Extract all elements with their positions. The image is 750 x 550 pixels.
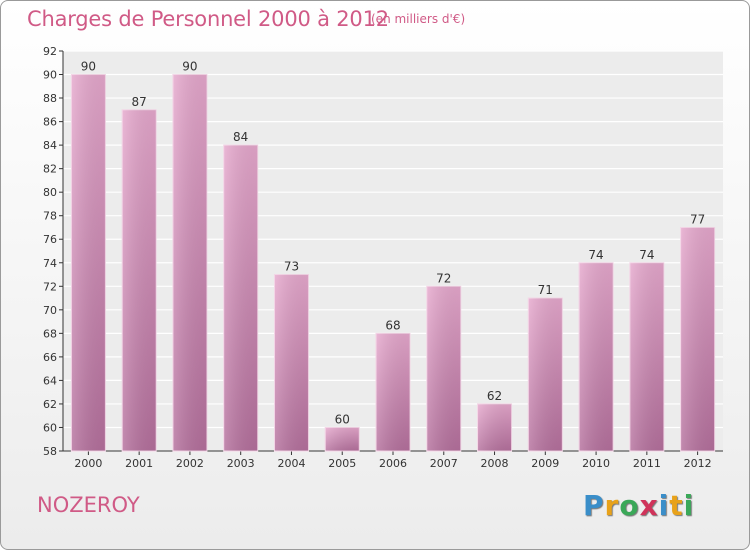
x-tick-label: 2005 xyxy=(328,457,356,470)
bar-shade xyxy=(528,298,563,451)
y-tick-label: 72 xyxy=(43,280,57,293)
bar-shade xyxy=(325,427,360,451)
y-tick-label: 82 xyxy=(43,163,57,176)
data-labels: 90 87 90 84 73 60 68 72 62 71 74 74 77 xyxy=(81,60,706,427)
x-tick-label: 2006 xyxy=(379,457,407,470)
data-label-2004: 73 xyxy=(284,260,299,274)
logo-letter: P xyxy=(583,489,605,522)
commune-name: NOZEROY xyxy=(37,493,140,517)
logo-letter: i xyxy=(658,489,670,522)
y-tick-label: 86 xyxy=(43,116,57,129)
x-tick-label: 2011 xyxy=(633,457,661,470)
bar-shade xyxy=(629,262,664,451)
y-tick-label: 90 xyxy=(43,69,57,82)
x-tick-label: 2003 xyxy=(227,457,255,470)
x-tick-label: 2000 xyxy=(74,457,102,470)
data-label-2005: 60 xyxy=(335,412,350,426)
bar-shade xyxy=(376,333,410,451)
y-tick-label: 84 xyxy=(43,139,57,152)
bar-shade xyxy=(274,274,309,451)
data-label-2012: 77 xyxy=(690,212,705,226)
y-tick-label: 70 xyxy=(43,304,57,317)
data-label-2001: 87 xyxy=(132,95,147,109)
x-tick-label: 2001 xyxy=(125,457,153,470)
bar-shade xyxy=(477,403,512,451)
x-tick-label: 2009 xyxy=(531,457,559,470)
y-tick-label: 64 xyxy=(43,374,57,387)
logo-letter: t xyxy=(669,489,684,522)
y-tick-label: 58 xyxy=(43,445,57,458)
x-tick-label: 2004 xyxy=(277,457,305,470)
y-tick-label: 68 xyxy=(43,327,57,340)
data-label-2007: 72 xyxy=(436,271,451,285)
y-tick-label: 76 xyxy=(43,233,57,246)
data-label-2003: 84 xyxy=(233,130,248,144)
logo-letter: x xyxy=(639,489,659,522)
chart-title: Charges de Personnel 2000 à 2012 xyxy=(27,7,389,31)
x-tick-label: 2007 xyxy=(430,457,458,470)
bars xyxy=(70,74,716,452)
y-tick-label: 92 xyxy=(43,45,57,58)
x-tick-label: 2002 xyxy=(176,457,204,470)
data-label-2010: 74 xyxy=(588,248,603,262)
proxiti-logo: Proxiti xyxy=(583,489,694,522)
bar-shade xyxy=(172,74,207,451)
y-tick-label: 74 xyxy=(43,257,57,270)
bar-shade xyxy=(223,145,258,451)
y-tick-label: 80 xyxy=(43,186,57,199)
y-tick-label: 78 xyxy=(43,210,57,223)
bar-shade xyxy=(122,109,157,451)
bar-shade xyxy=(579,262,614,451)
data-label-2002: 90 xyxy=(182,60,197,74)
bar-shade xyxy=(71,74,106,451)
x-tick-label: 2010 xyxy=(582,457,610,470)
x-tick-label: 2012 xyxy=(684,457,712,470)
y-tick-label: 88 xyxy=(43,92,57,105)
data-label-2008: 62 xyxy=(487,389,502,403)
bar-shade xyxy=(680,227,715,451)
y-tick-label: 66 xyxy=(43,351,57,364)
data-label-2009: 71 xyxy=(538,283,553,297)
logo-letter: o xyxy=(619,489,640,522)
logo-letter: r xyxy=(604,489,620,522)
x-tick-label: 2008 xyxy=(481,457,509,470)
data-label-2006: 68 xyxy=(385,318,400,332)
chart-subtitle: (en milliers d'€) xyxy=(371,12,466,26)
logo-letter: i xyxy=(683,489,695,522)
data-label-2011: 74 xyxy=(639,248,654,262)
data-label-2000: 90 xyxy=(81,60,96,74)
y-tick-label: 60 xyxy=(43,421,57,434)
y-tick-label: 62 xyxy=(43,398,57,411)
bar-shade xyxy=(426,286,461,451)
